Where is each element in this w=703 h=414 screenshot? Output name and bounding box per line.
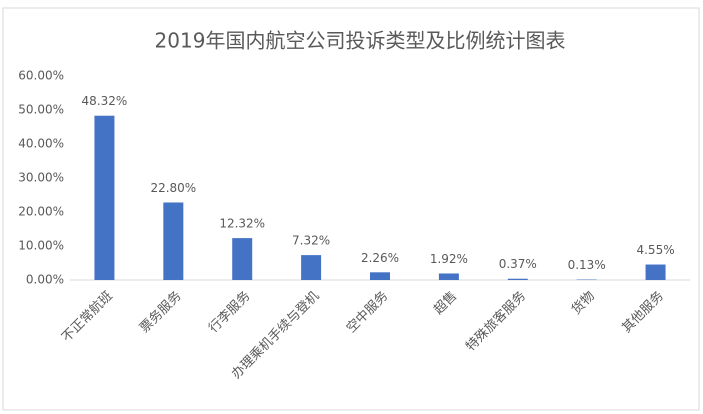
y-tick-label: 50.00% bbox=[18, 103, 64, 117]
y-tick-label: 60.00% bbox=[18, 69, 64, 83]
bar bbox=[163, 202, 184, 280]
y-tick-label: 0.00% bbox=[26, 273, 64, 287]
value-label: 0.13% bbox=[568, 258, 606, 272]
value-label: 12.32% bbox=[219, 217, 265, 231]
y-tick-label: 40.00% bbox=[18, 137, 64, 151]
value-label: 7.32% bbox=[292, 234, 330, 248]
bar bbox=[438, 273, 459, 280]
bar bbox=[301, 255, 322, 280]
value-label: 1.92% bbox=[430, 252, 468, 266]
bar bbox=[94, 115, 115, 280]
value-label: 0.37% bbox=[499, 257, 537, 271]
value-label: 4.55% bbox=[636, 243, 674, 257]
value-label: 22.80% bbox=[150, 181, 196, 195]
value-label: 2.26% bbox=[361, 251, 399, 265]
bar bbox=[232, 238, 253, 280]
bar bbox=[370, 272, 390, 280]
bar bbox=[645, 264, 666, 280]
y-tick-label: 10.00% bbox=[18, 239, 64, 253]
bar bbox=[507, 278, 528, 280]
value-label: 48.32% bbox=[82, 94, 128, 108]
chart-title: 2019年国内航空公司投诉类型及比例统计图表 bbox=[155, 29, 566, 53]
y-tick-label: 20.00% bbox=[18, 205, 64, 219]
chart-border bbox=[2, 7, 700, 411]
y-tick-label: 30.00% bbox=[18, 171, 64, 185]
